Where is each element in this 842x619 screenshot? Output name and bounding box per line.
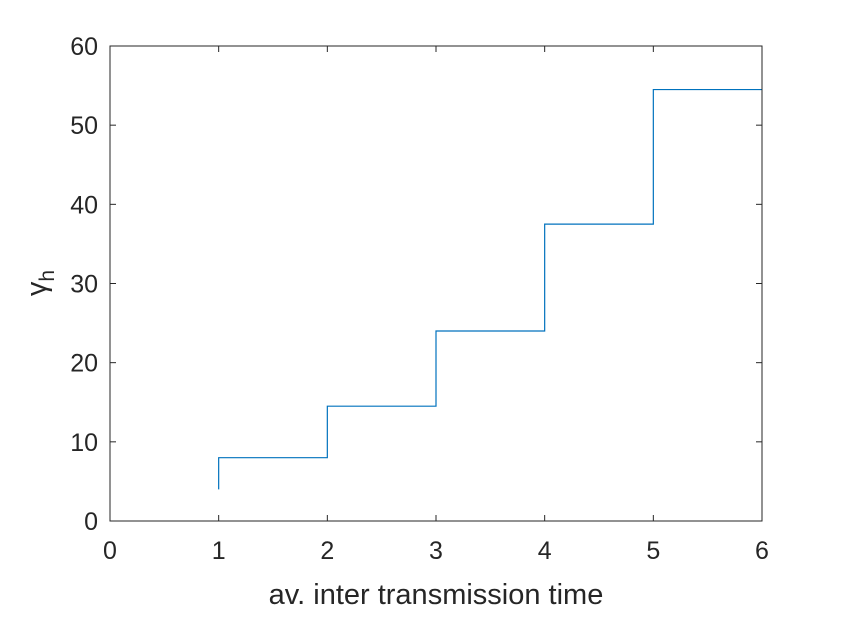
y-tick-label: 50 [70,112,98,140]
plot-background [110,46,762,521]
y-axis-label-symbol: γ [21,281,53,296]
y-tick-label: 60 [70,33,98,61]
y-tick-label: 0 [84,508,98,536]
y-tick-label: 30 [70,271,98,299]
svg-text:γh: γh [21,270,59,296]
x-tick-label: 0 [103,537,117,565]
x-axis-label: av. inter transmission time [269,579,604,611]
y-axis-label: γh [21,270,59,296]
x-tick-label: 6 [755,537,769,565]
x-tick-label: 1 [212,537,226,565]
series-layer [218,88,762,490]
series-line [218,88,762,490]
plot-frame [109,45,763,522]
x-tick-label: 3 [429,537,443,565]
y-tick-label: 20 [70,350,98,378]
x-tick-label: 4 [538,537,552,565]
y-axis-label-subscript: h [36,270,59,282]
y-tick-label: 40 [70,191,98,219]
x-tick-label: 5 [646,537,660,565]
y-tick-label: 10 [70,429,98,457]
x-tick-label: 2 [320,537,334,565]
